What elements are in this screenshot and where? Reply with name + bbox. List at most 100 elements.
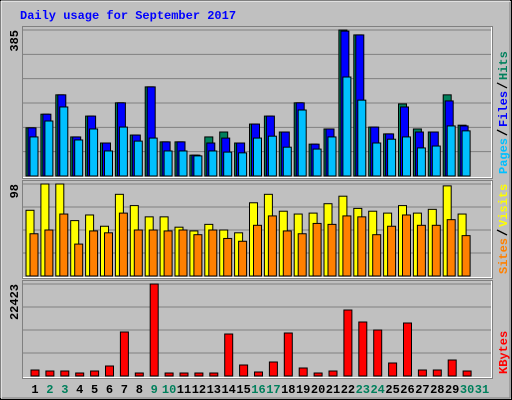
bar bbox=[59, 106, 69, 177]
bar bbox=[447, 359, 457, 377]
legend-label: KBytes bbox=[497, 331, 511, 374]
x-tick-label: 7 bbox=[121, 383, 128, 397]
x-tick-label: 4 bbox=[76, 383, 83, 397]
bar bbox=[179, 372, 189, 377]
legend-label: Pages bbox=[497, 138, 511, 174]
bar bbox=[148, 229, 158, 277]
x-tick-label: 21 bbox=[326, 383, 340, 397]
x-tick-label: 22 bbox=[341, 383, 355, 397]
bar bbox=[387, 138, 397, 177]
bar bbox=[164, 372, 174, 377]
bar bbox=[208, 150, 218, 177]
bar bbox=[403, 322, 412, 377]
bar bbox=[268, 361, 278, 377]
x-tick-label: 20 bbox=[311, 383, 325, 397]
bar bbox=[313, 372, 323, 377]
bar bbox=[224, 333, 234, 377]
bar bbox=[59, 213, 69, 277]
bar bbox=[254, 371, 263, 377]
x-tick-label: 3 bbox=[61, 383, 68, 397]
bar bbox=[357, 99, 367, 177]
bar bbox=[461, 235, 471, 277]
bar bbox=[461, 130, 471, 177]
bar bbox=[29, 233, 39, 277]
bar bbox=[432, 369, 442, 377]
legend: Sites Visits bbox=[496, 184, 511, 274]
x-tick-label: 23 bbox=[356, 383, 370, 397]
bar bbox=[223, 237, 233, 277]
legend-separator bbox=[496, 129, 508, 136]
bar bbox=[298, 367, 308, 377]
x-tick-label: 15 bbox=[236, 383, 250, 397]
bar bbox=[74, 243, 84, 277]
bar bbox=[342, 76, 352, 177]
bar bbox=[372, 234, 382, 277]
bar bbox=[431, 145, 441, 177]
bar bbox=[283, 332, 293, 377]
bar bbox=[118, 126, 128, 177]
bar bbox=[89, 128, 99, 177]
x-tick-label: 19 bbox=[296, 383, 310, 397]
x-tick-label: 10 bbox=[162, 383, 176, 397]
x-tick-label: 6 bbox=[106, 383, 113, 397]
bar bbox=[327, 223, 337, 277]
x-tick-label: 12 bbox=[192, 383, 206, 397]
bar bbox=[253, 137, 262, 177]
bar bbox=[104, 232, 113, 277]
bar bbox=[373, 329, 383, 377]
bar bbox=[297, 233, 307, 277]
x-tick-label: 24 bbox=[370, 383, 384, 397]
bar bbox=[416, 224, 426, 277]
bar bbox=[312, 148, 322, 177]
bar bbox=[74, 139, 84, 177]
legend-separator bbox=[496, 82, 508, 89]
bar bbox=[133, 229, 143, 277]
legend: KBytes bbox=[497, 331, 511, 374]
y-tick-label: 22423 bbox=[8, 284, 22, 320]
chart-title: Daily usage for September 2017 bbox=[20, 9, 236, 23]
x-tick-label: 27 bbox=[415, 383, 429, 397]
bar bbox=[118, 212, 128, 277]
y-tick-label: 385 bbox=[8, 30, 22, 52]
bar bbox=[358, 321, 368, 377]
bar bbox=[327, 136, 337, 177]
bar bbox=[163, 230, 173, 277]
bar bbox=[282, 146, 292, 177]
bar bbox=[45, 370, 55, 377]
bar bbox=[402, 214, 411, 277]
bar bbox=[372, 142, 382, 177]
x-tick-label: 11 bbox=[177, 383, 191, 397]
bar bbox=[149, 283, 159, 377]
bar bbox=[105, 365, 114, 377]
bar bbox=[30, 369, 40, 377]
x-tick-label: 30 bbox=[460, 383, 474, 397]
bar bbox=[134, 372, 144, 377]
bar bbox=[44, 120, 54, 177]
bar bbox=[417, 369, 427, 377]
legend-label: Files bbox=[497, 91, 511, 127]
bar bbox=[446, 125, 456, 177]
bar bbox=[60, 370, 70, 377]
x-tick-label: 25 bbox=[385, 383, 399, 397]
bar bbox=[462, 370, 472, 377]
bar bbox=[193, 155, 203, 177]
bar bbox=[223, 151, 233, 177]
x-tick-label: 9 bbox=[151, 383, 158, 397]
bar bbox=[239, 364, 249, 377]
bar bbox=[357, 216, 367, 277]
bar bbox=[193, 234, 203, 277]
bar bbox=[119, 331, 129, 377]
x-tick-label: 28 bbox=[430, 383, 444, 397]
x-tick-label: 2 bbox=[46, 383, 53, 397]
legend: Pages Files Hits bbox=[496, 51, 511, 174]
bar bbox=[312, 222, 322, 277]
bar bbox=[89, 230, 99, 277]
bar bbox=[90, 370, 100, 377]
bar bbox=[343, 309, 353, 377]
bar bbox=[75, 372, 85, 377]
bar bbox=[416, 147, 426, 177]
x-tick-label: 14 bbox=[221, 383, 235, 397]
bar bbox=[297, 109, 307, 177]
x-tick-label: 17 bbox=[266, 383, 280, 397]
